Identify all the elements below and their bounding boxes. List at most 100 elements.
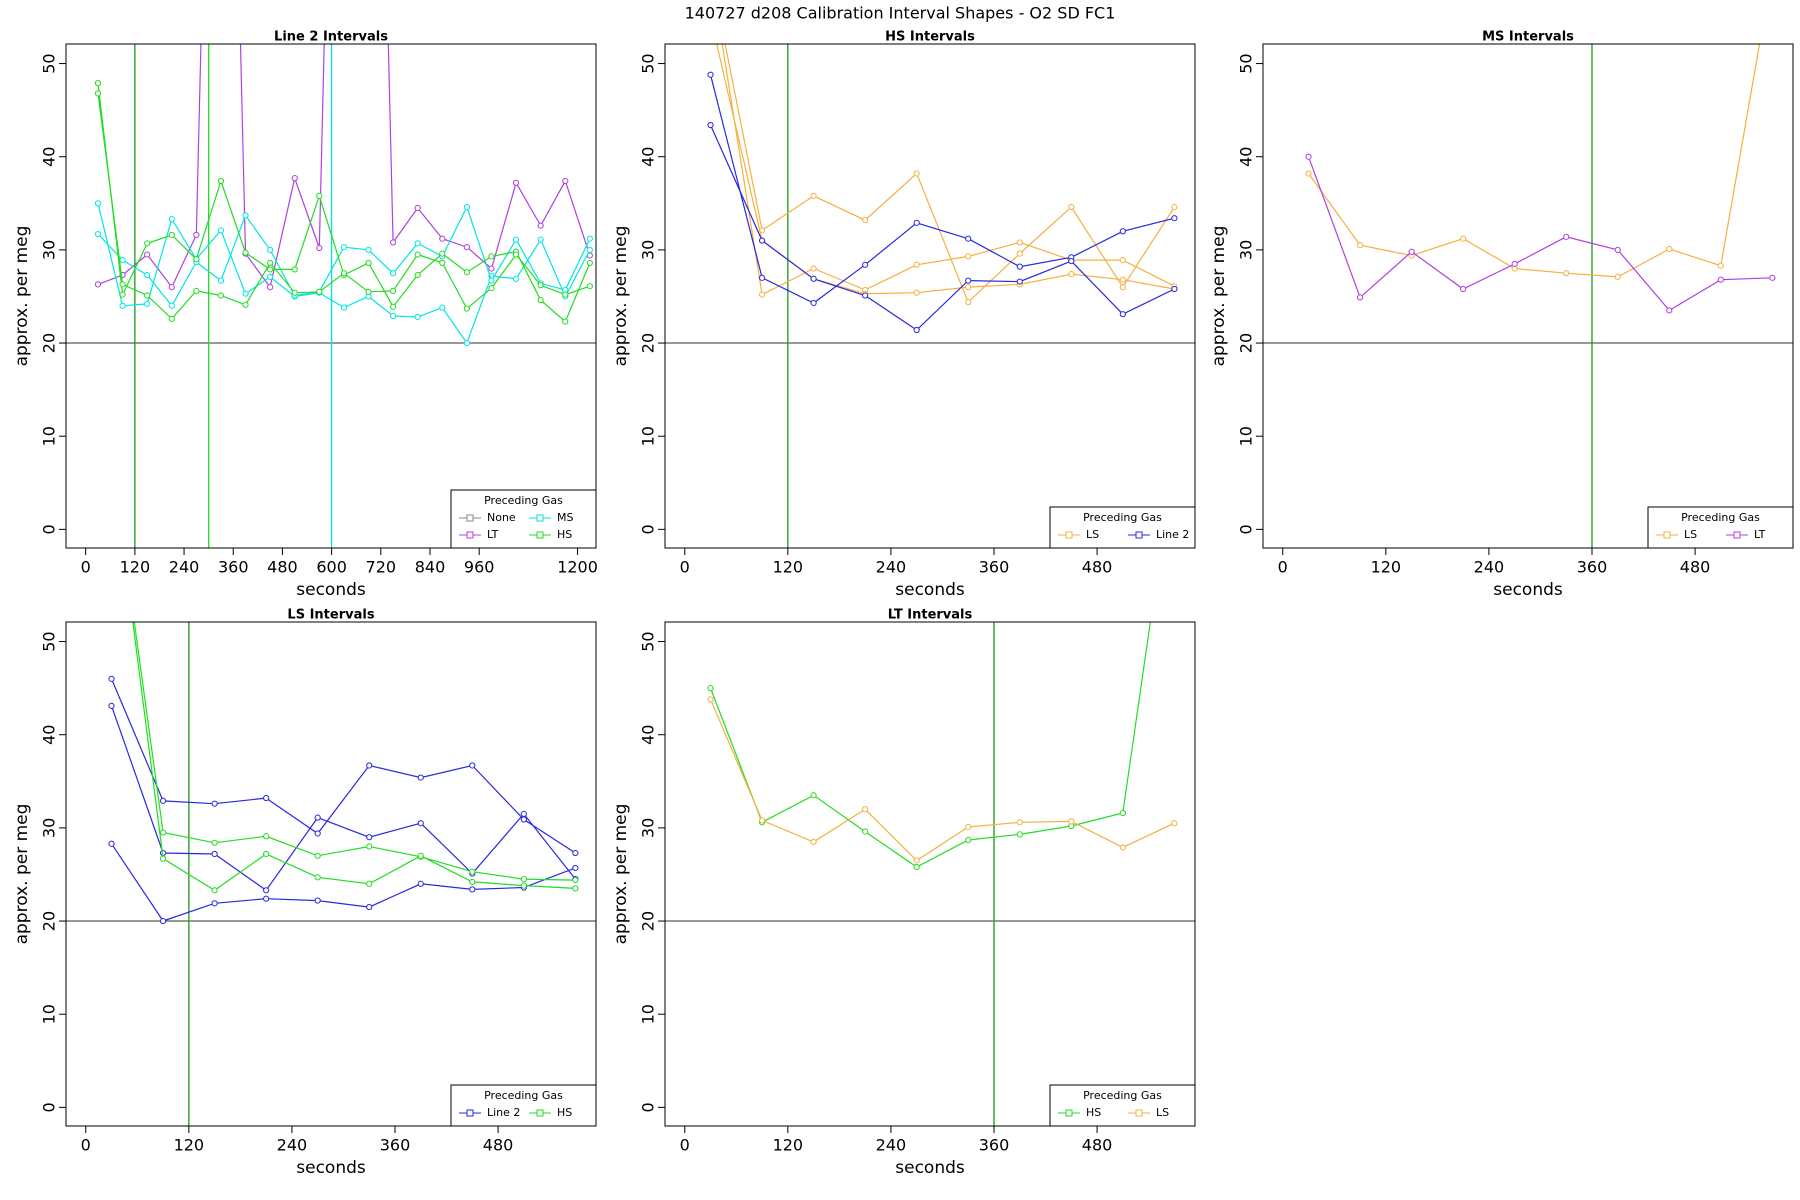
data-point: [414, 251, 421, 258]
series-line: [1308, 44, 1761, 278]
y-tick-label: 30: [1237, 240, 1256, 260]
data-point: [562, 177, 569, 185]
data-point: [572, 876, 579, 884]
series-line: [1307, 156, 1773, 312]
data-point: [520, 876, 527, 883]
x-tick-label: 240: [169, 558, 200, 577]
y-tick-label: 10: [40, 426, 59, 446]
y-tick-label: 50: [639, 53, 658, 73]
x-axis-label: seconds: [895, 580, 965, 600]
y-tick-label: 40: [1237, 147, 1256, 167]
plot-frame: [1262, 43, 1794, 549]
data-point: [242, 249, 249, 256]
data-point: [217, 277, 225, 284]
data-point: [1614, 246, 1621, 253]
data-point: [862, 828, 869, 835]
data-point: [562, 318, 569, 325]
data-point: [211, 887, 218, 894]
data-point: [1016, 239, 1023, 246]
data-point: [217, 177, 225, 185]
legend-label: LS: [1086, 528, 1099, 541]
y-tick-label: 20: [639, 333, 658, 353]
legend-swatch-marker: [1135, 531, 1143, 539]
legend: Preceding Gas LS Line 2: [1049, 506, 1196, 549]
figure-title: 140727 d208 Calibration Interval Shapes …: [685, 4, 1116, 23]
data-point: [417, 820, 424, 827]
data-point: [1068, 257, 1075, 265]
data-point: [810, 192, 817, 199]
data-point: [1016, 250, 1023, 257]
legend-label: LS: [1684, 528, 1697, 541]
series-line: [133, 622, 576, 881]
x-tick-label: 480: [483, 1136, 514, 1155]
data-point: [365, 288, 372, 295]
series-line: [110, 705, 576, 892]
data-point: [193, 256, 200, 263]
data-point: [488, 277, 495, 284]
data-point: [1305, 153, 1312, 160]
x-tick-label: 240: [1474, 558, 1505, 577]
data-point: [168, 231, 175, 239]
series-line: [709, 622, 1151, 868]
panel: LS Intervals 0 10 20 30 40 50 0 120 240 360 480 seco…: [12, 608, 597, 1178]
x-tick-label: 360: [1577, 558, 1608, 577]
data-point: [417, 880, 424, 887]
data-point: [1666, 245, 1673, 253]
data-point: [520, 810, 527, 818]
data-point: [1717, 262, 1724, 269]
y-axis-label: approx. per meg: [12, 226, 32, 367]
data-point: [965, 277, 972, 284]
data-point: [758, 291, 766, 298]
x-tick-label: 360: [979, 558, 1010, 577]
data-point: [758, 274, 766, 281]
y-axis-label: approx. per meg: [1209, 226, 1229, 367]
data-point: [389, 312, 397, 320]
data-point: [242, 290, 249, 297]
data-point: [1016, 831, 1023, 838]
data-point: [488, 265, 495, 272]
panel: LT Intervals 0 10 20 30 40 50 0 120 240 360 480 seco…: [611, 608, 1196, 1178]
data-point: [707, 71, 714, 78]
y-tick-label: 20: [40, 911, 59, 931]
data-point: [1171, 215, 1178, 222]
data-point: [758, 237, 766, 244]
data-point: [512, 236, 520, 243]
data-point: [586, 235, 593, 242]
legend-swatch-marker: [536, 1109, 544, 1117]
data-point: [913, 857, 920, 864]
data-point: [1171, 203, 1178, 211]
data-point: [94, 90, 102, 97]
data-point: [108, 702, 115, 709]
data-point: [586, 246, 593, 253]
data-point: [1171, 285, 1178, 293]
data-point: [463, 203, 470, 211]
data-point: [417, 852, 424, 859]
data-point: [586, 283, 593, 290]
data-point: [168, 216, 175, 223]
legend-swatch-marker: [1065, 531, 1073, 539]
data-point: [439, 304, 446, 311]
y-tick-label: 50: [40, 631, 59, 651]
data-point: [758, 817, 766, 824]
y-tick-label: 50: [40, 53, 59, 73]
data-point: [810, 275, 817, 282]
legend-swatch-marker: [466, 1109, 474, 1117]
legend-label: None: [487, 511, 516, 524]
data-point: [263, 895, 270, 902]
series-line: [709, 699, 1175, 862]
x-tick-label: 120: [1371, 558, 1402, 577]
data-point: [159, 917, 167, 925]
legend-label: Line 2: [1156, 528, 1189, 541]
data-point: [366, 762, 373, 769]
x-tick-label: 0: [81, 1136, 91, 1155]
data-point: [1666, 307, 1673, 314]
data-point: [159, 797, 167, 804]
y-tick-label: 0: [40, 1102, 59, 1112]
data-point: [314, 852, 321, 859]
data-point: [862, 292, 869, 299]
data-point: [94, 200, 102, 207]
series-line: [132, 622, 576, 892]
data-point: [291, 175, 298, 182]
data-point: [1016, 278, 1023, 285]
data-point: [913, 261, 920, 268]
